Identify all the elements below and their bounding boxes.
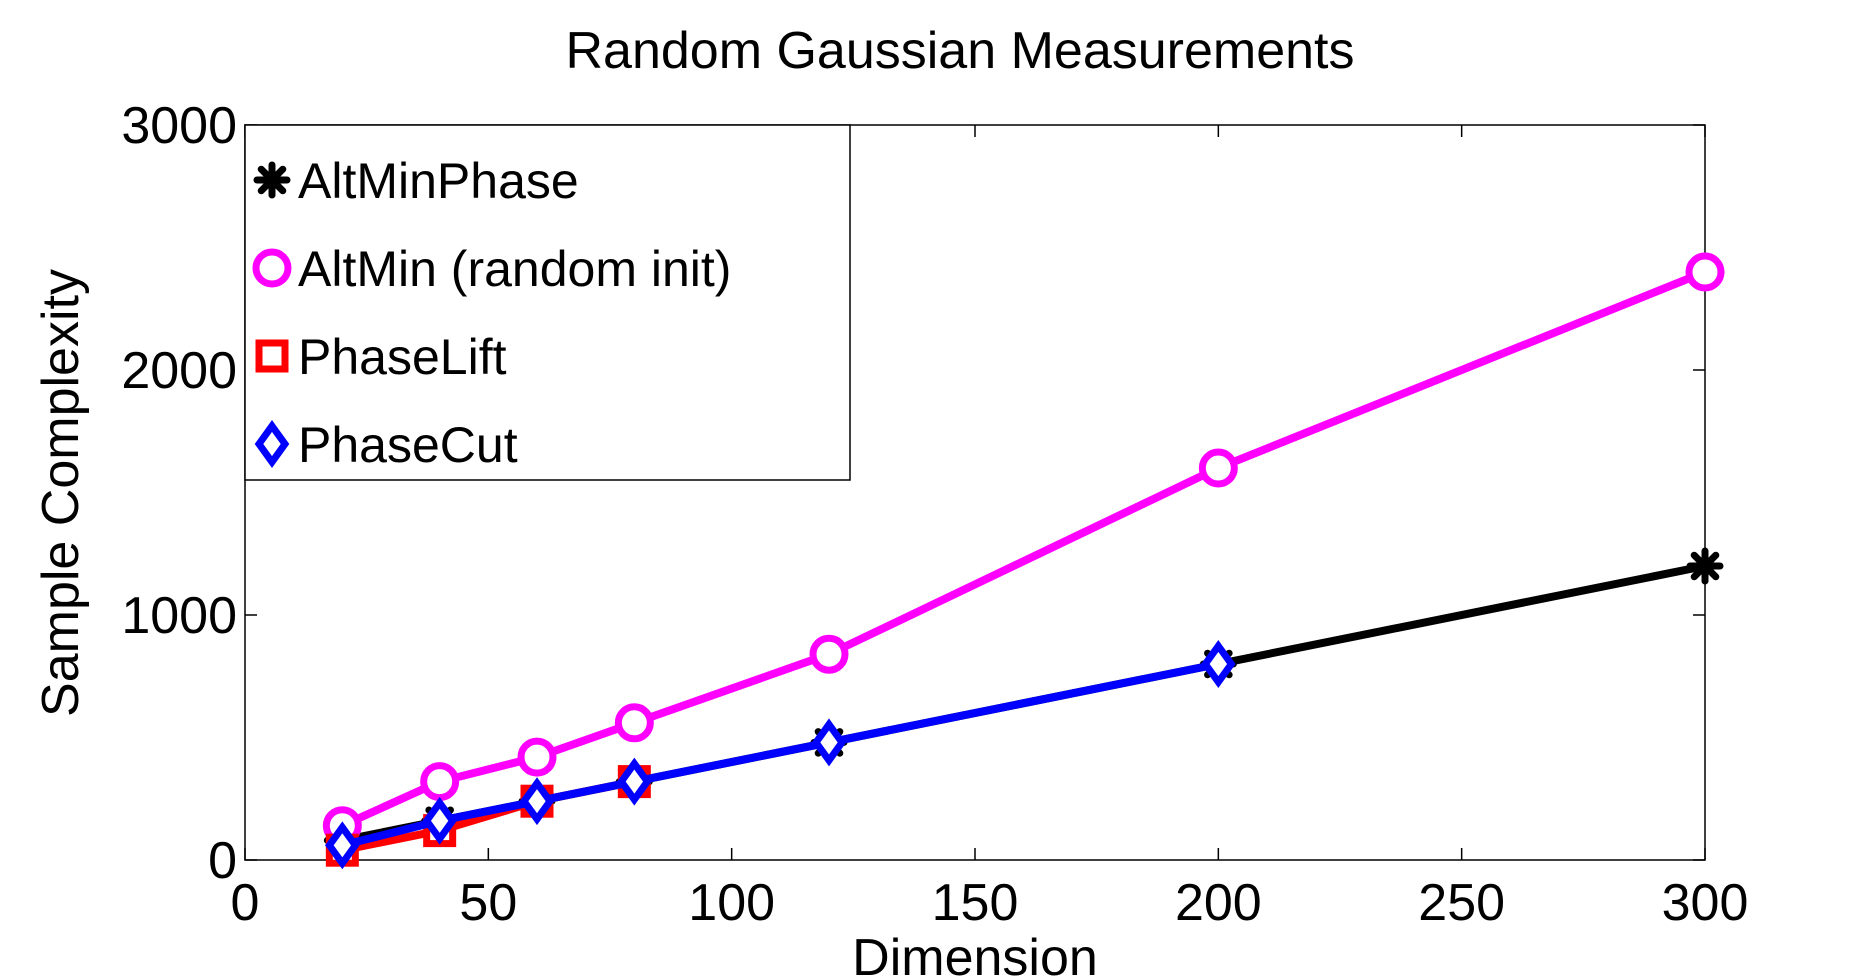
data-point-diamond	[811, 718, 847, 767]
legend-item: PhaseLift	[255, 329, 507, 385]
x-axis-label: Dimension	[852, 929, 1098, 979]
data-point-circle	[614, 703, 654, 743]
legend-label: PhaseCut	[298, 417, 518, 473]
data-point-circle	[1198, 448, 1238, 488]
data-point-circle	[809, 634, 849, 674]
x-tick-label: 200	[1175, 874, 1262, 932]
series-1	[322, 252, 1725, 846]
y-axis-label: Sample Complexity	[32, 269, 90, 717]
y-tick-label: 1000	[121, 587, 237, 645]
data-point-diamond	[422, 796, 457, 845]
legend-label: AltMin (random init)	[298, 241, 731, 297]
data-point-circle	[420, 762, 460, 802]
x-tick-label: 100	[688, 874, 775, 932]
y-tick-label: 2000	[121, 342, 237, 400]
legend-item: AltMin (random init)	[252, 241, 731, 297]
legend-item: PhaseCut	[254, 417, 518, 473]
data-point-circle	[517, 737, 557, 777]
data-point-square	[255, 339, 289, 373]
series-3	[325, 640, 1236, 870]
x-tick-label: 0	[231, 874, 260, 932]
legend: AltMinPhase AltMin (random init) PhaseLift…	[244, 124, 851, 481]
data-point-asterisk	[253, 161, 291, 199]
legend-items: AltMinPhase AltMin (random init) PhaseLift…	[252, 153, 731, 473]
series-line	[341, 660, 1220, 850]
data-point-circle	[1685, 252, 1725, 292]
legend-label: PhaseLift	[298, 329, 507, 385]
y-tick-label: 0	[208, 832, 237, 890]
series-group	[322, 252, 1725, 870]
y-tick-label: 3000	[121, 97, 237, 155]
legend-label: AltMinPhase	[298, 153, 579, 209]
data-point-diamond	[617, 757, 652, 806]
x-tick-label: 250	[1418, 874, 1505, 932]
x-tick-label: 300	[1662, 874, 1749, 932]
data-point-diamond	[1201, 640, 1236, 688]
legend-box	[244, 124, 851, 481]
data-point-circle	[252, 248, 292, 288]
x-tick-label: 50	[459, 874, 517, 932]
x-tick-label: 150	[932, 874, 1019, 932]
data-point-diamond	[519, 777, 555, 826]
chart-title: Random Gaussian Measurements	[565, 22, 1354, 80]
data-point-diamond	[254, 420, 290, 468]
data-point-asterisk	[1686, 547, 1724, 585]
data-point-diamond	[325, 821, 360, 870]
legend-item: AltMinPhase	[253, 153, 579, 209]
